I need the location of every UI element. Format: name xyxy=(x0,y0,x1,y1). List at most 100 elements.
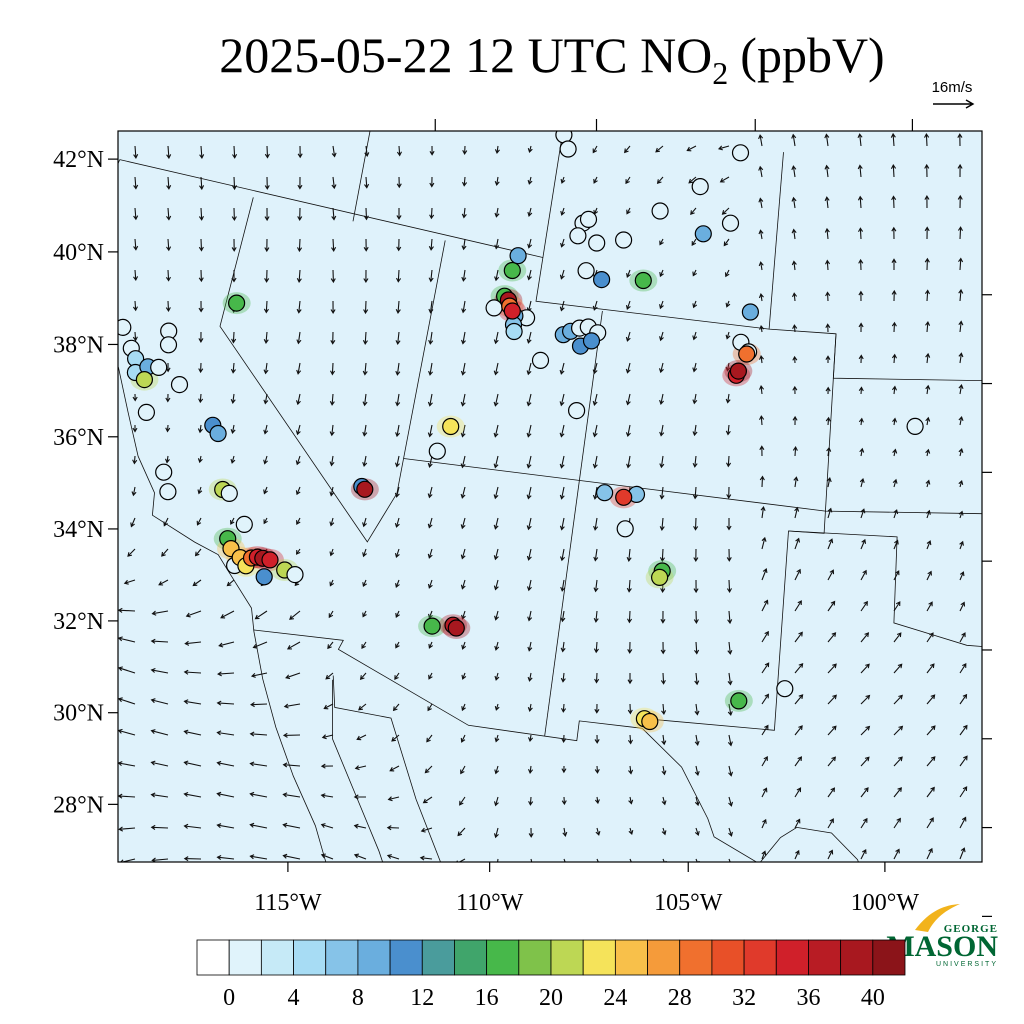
wind-arrow xyxy=(330,269,336,284)
wind-arrow xyxy=(282,762,301,768)
wind-arrow xyxy=(560,207,566,216)
wind-arrow xyxy=(925,416,931,426)
wind-arrow xyxy=(659,331,664,342)
wind-arrow xyxy=(825,291,831,302)
wind-arrow xyxy=(724,269,730,278)
wind-arrow xyxy=(959,724,968,736)
wind-arrow xyxy=(661,796,667,806)
wind-arrow xyxy=(198,393,204,404)
wind-arrow xyxy=(230,362,236,374)
wind-arrow xyxy=(320,793,334,799)
wind-arrow xyxy=(824,133,830,147)
station-marker xyxy=(485,299,503,317)
wind-arrow xyxy=(826,446,832,457)
wind-arrow xyxy=(494,765,500,775)
wind-arrow xyxy=(362,610,367,618)
wind-arrow xyxy=(794,537,801,550)
wind-arrow xyxy=(118,697,136,705)
wind-arrow xyxy=(527,610,533,622)
wind-arrow xyxy=(218,641,235,648)
station-marker xyxy=(503,261,521,280)
field-background xyxy=(118,131,982,862)
wind-arrow xyxy=(628,827,634,836)
wind-arrow xyxy=(395,610,400,618)
wind-arrow xyxy=(625,424,631,438)
wind-arrow xyxy=(493,486,499,500)
wind-arrow xyxy=(559,269,565,280)
wind-arrow xyxy=(860,632,870,643)
boundary-line xyxy=(641,728,859,862)
wind-arrow xyxy=(282,822,301,829)
wind-arrow xyxy=(395,362,401,376)
wind-arrow xyxy=(161,548,169,557)
colorbar-box xyxy=(808,939,842,976)
wind-arrow xyxy=(893,817,901,829)
wind-arrow xyxy=(216,791,235,798)
wind-arrow xyxy=(133,238,139,251)
wind-arrow xyxy=(527,145,533,154)
station-marker xyxy=(651,202,669,220)
wind-arrow xyxy=(428,641,434,649)
wind-arrow xyxy=(428,331,434,345)
wind-arrow xyxy=(493,424,499,438)
station-marker xyxy=(730,692,748,710)
wind-arrow xyxy=(794,506,800,519)
wind-arrow xyxy=(526,424,532,438)
wind-arrow xyxy=(131,486,137,497)
wind-arrow xyxy=(428,269,434,283)
wind-arrow xyxy=(320,853,334,860)
wind-arrow xyxy=(362,362,368,376)
wind-arrow xyxy=(659,238,664,246)
wind-arrow xyxy=(165,269,171,282)
wind-arrow xyxy=(560,672,566,683)
wind-arrow xyxy=(860,569,867,581)
station-marker xyxy=(567,402,586,420)
wind-arrow xyxy=(428,362,434,376)
wind-arrow xyxy=(356,734,367,741)
station-marker xyxy=(721,214,740,232)
wind-arrow xyxy=(593,641,599,654)
wind-arrow xyxy=(695,858,700,862)
wind-arrow xyxy=(860,663,870,674)
wind-arrow xyxy=(460,765,466,775)
wind-arrow xyxy=(420,827,433,833)
wind-arrow xyxy=(166,207,172,221)
wind-arrow xyxy=(560,641,566,653)
wind-arrow xyxy=(396,176,402,189)
station-marker xyxy=(356,480,374,498)
wind-arrow xyxy=(329,548,335,557)
wind-arrow xyxy=(427,703,433,712)
wind-arrow xyxy=(494,672,500,681)
wind-arrow xyxy=(183,823,202,829)
wind-arrow xyxy=(825,323,831,333)
wind-arrow xyxy=(130,517,136,528)
wind-arrow xyxy=(494,610,499,621)
lat-label: 36°N xyxy=(53,425,104,451)
wind-arrow xyxy=(391,734,400,742)
wind-arrow xyxy=(428,672,433,680)
wind-arrow xyxy=(362,424,368,437)
wind-arrow xyxy=(249,854,268,860)
wind-arrow xyxy=(282,853,301,860)
wind-arrow xyxy=(759,475,765,488)
wind-arrow xyxy=(727,703,733,717)
wind-arrow xyxy=(460,331,466,345)
wind-arrow xyxy=(957,226,963,240)
wind-arrow xyxy=(661,827,667,836)
station-marker xyxy=(137,403,155,421)
wind-arrow xyxy=(893,663,903,674)
wind-arrow xyxy=(560,579,566,592)
wind-arrow xyxy=(857,164,863,178)
wind-arrow xyxy=(693,579,699,594)
wind-arrow xyxy=(893,725,904,736)
wind-arrow xyxy=(216,855,235,861)
wind-arrow xyxy=(263,455,268,465)
wind-arrow xyxy=(460,393,466,407)
wind-arrow xyxy=(493,827,499,839)
title-main: 2025-05-22 12 UTC NO xyxy=(219,27,712,83)
wind-arrow xyxy=(794,787,802,798)
station-marker xyxy=(159,483,177,501)
wind-arrow xyxy=(132,300,138,312)
wind-arrow xyxy=(723,238,730,247)
wind-arrow xyxy=(428,610,433,619)
